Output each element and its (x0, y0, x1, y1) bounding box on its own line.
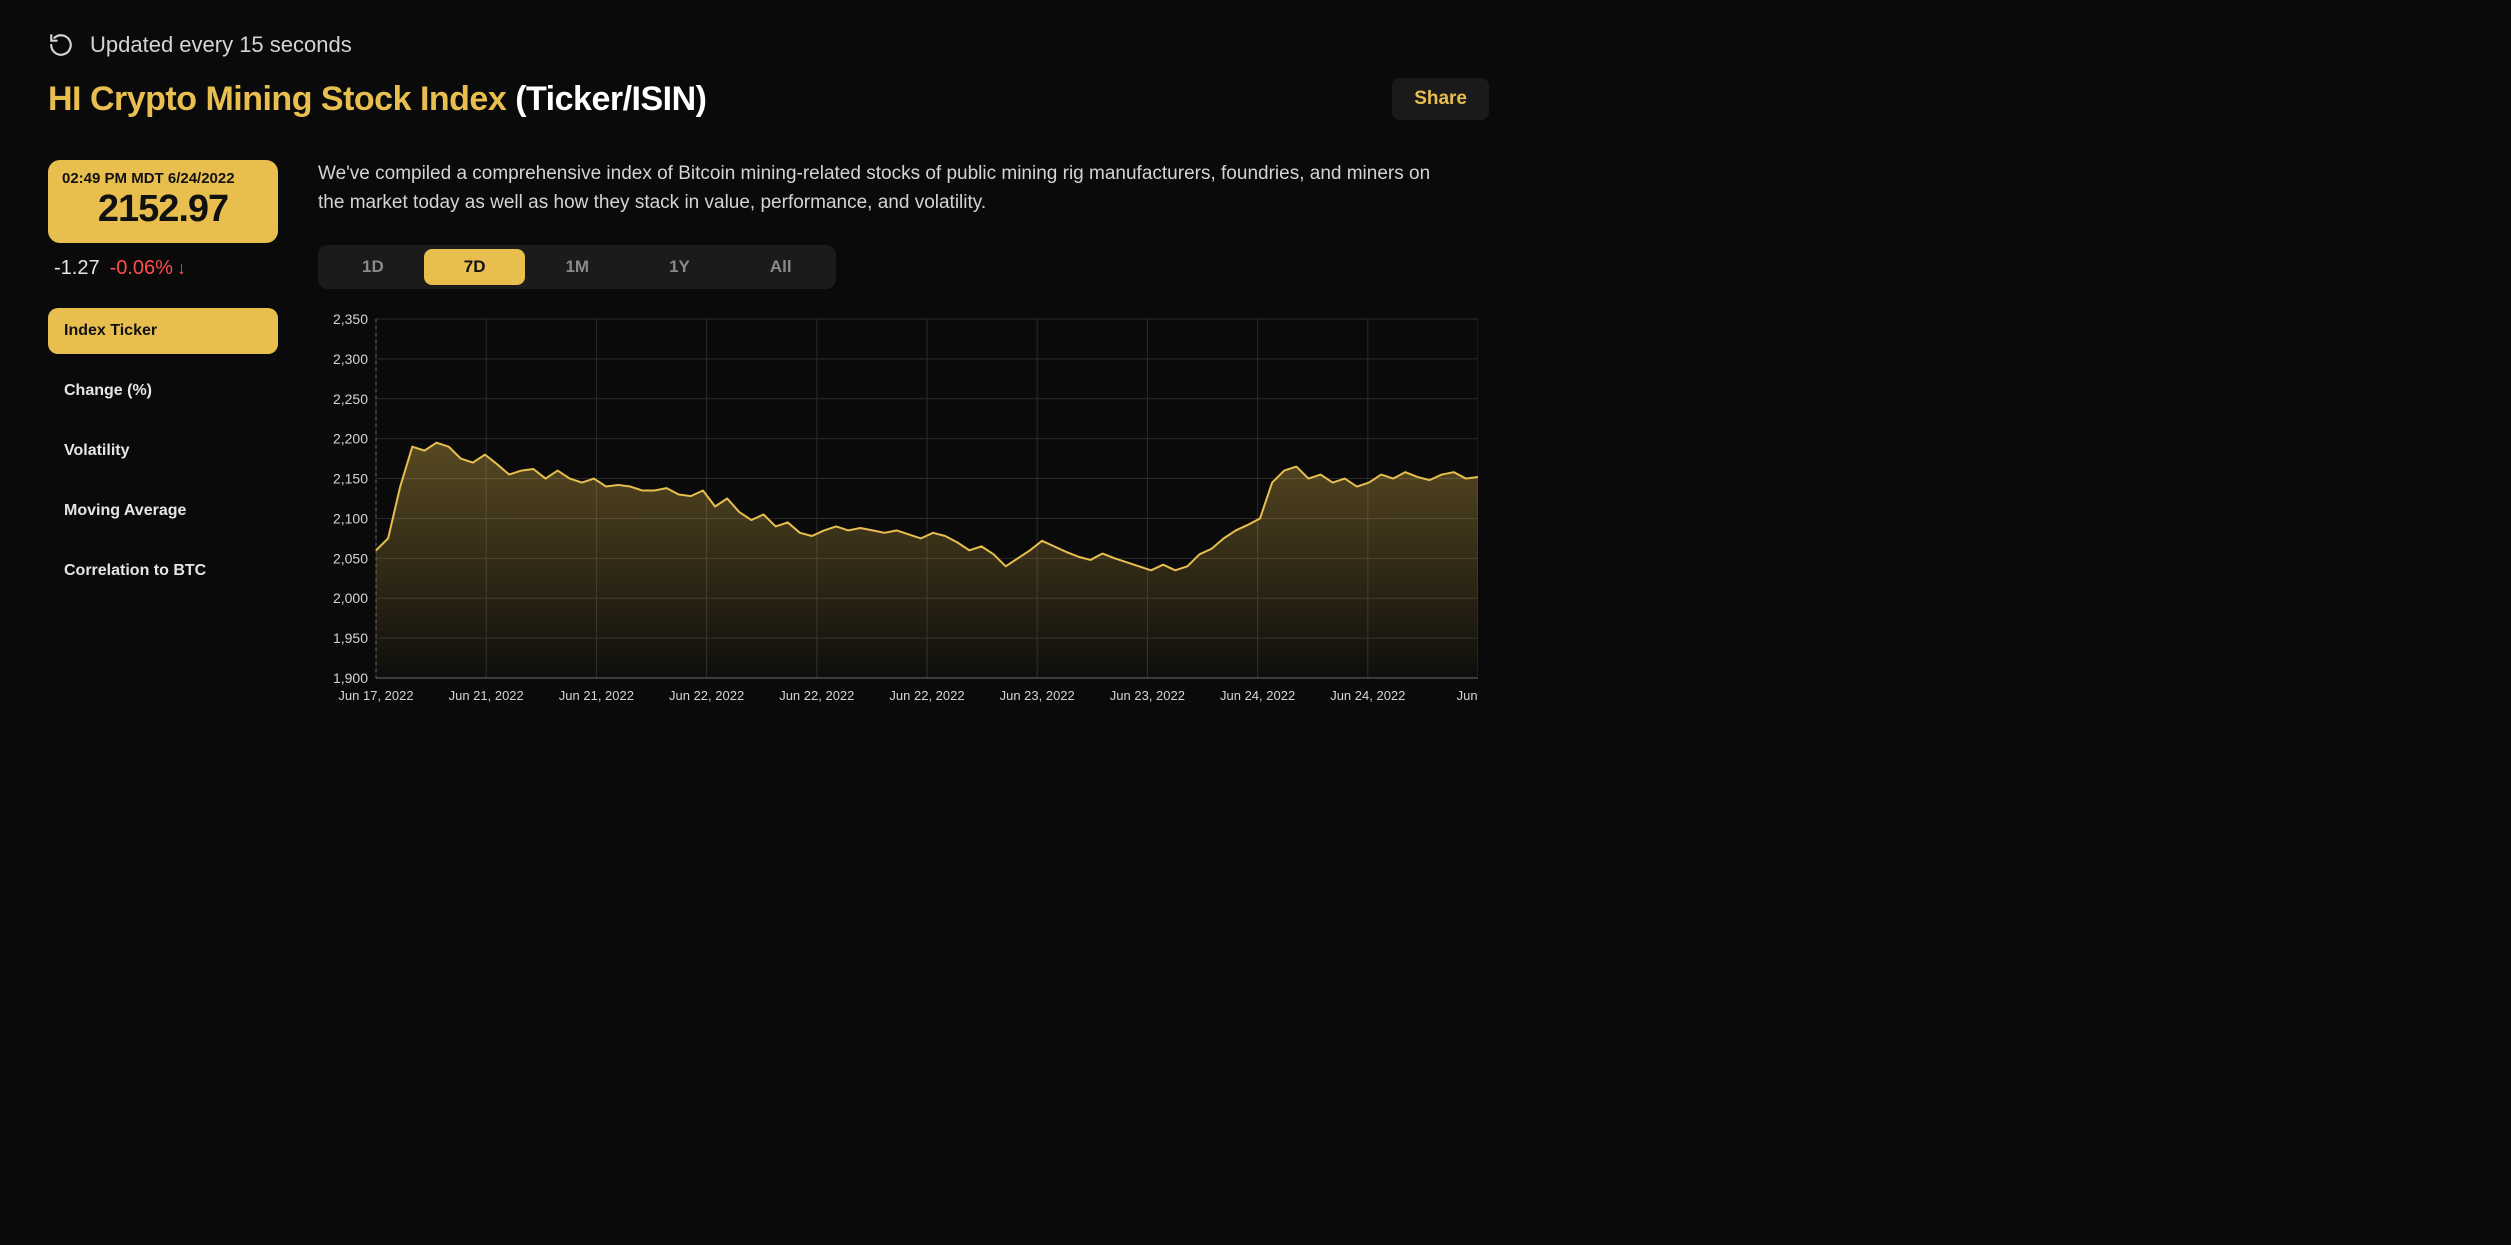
metric-item-index-ticker[interactable]: Index Ticker (48, 308, 278, 354)
change-row: -1.27 -0.06% ↓ (48, 257, 278, 280)
metric-item-correlation-to-btc[interactable]: Correlation to BTC (48, 548, 278, 594)
change-absolute: -1.27 (54, 257, 100, 280)
svg-text:2,100: 2,100 (333, 510, 368, 526)
update-status-row: Updated every 15 seconds (48, 32, 1489, 58)
page-title: HI Crypto Mining Stock Index (Ticker/ISI… (48, 80, 706, 119)
svg-text:Jun 21, 2022: Jun 21, 2022 (559, 688, 634, 703)
svg-text:2,050: 2,050 (333, 550, 368, 566)
svg-text:Jun 22, 2022: Jun 22, 2022 (669, 688, 744, 703)
svg-text:Jun 22, 2022: Jun 22, 2022 (779, 688, 854, 703)
svg-text:1,950: 1,950 (333, 630, 368, 646)
title-primary: HI Crypto Mining Stock Index (48, 80, 506, 118)
svg-text:Jun 24, 2022: Jun 24, 2022 (1220, 688, 1295, 703)
svg-text:Jun 17, 2022: Jun 17, 2022 (338, 688, 413, 703)
svg-text:Jun 24,: Jun 24, (1457, 688, 1478, 703)
svg-text:2,300: 2,300 (333, 351, 368, 367)
time-range-tabs: 1D7D1M1YAll (318, 245, 836, 289)
range-tab-all[interactable]: All (730, 249, 832, 285)
svg-text:2,000: 2,000 (333, 590, 368, 606)
change-percent: -0.06% ↓ (110, 257, 186, 280)
svg-text:Jun 22, 2022: Jun 22, 2022 (889, 688, 964, 703)
content-area: We've compiled a comprehensive index of … (318, 160, 1489, 713)
down-arrow-icon: ↓ (177, 258, 186, 279)
title-row: HI Crypto Mining Stock Index (Ticker/ISI… (48, 78, 1489, 120)
index-value-box: 02:49 PM MDT 6/24/2022 2152.97 (48, 160, 278, 243)
svg-text:Jun 23, 2022: Jun 23, 2022 (1110, 688, 1185, 703)
svg-text:2,250: 2,250 (333, 391, 368, 407)
refresh-icon (48, 32, 74, 58)
metric-item-change-[interactable]: Change (%) (48, 368, 278, 414)
svg-text:1,900: 1,900 (333, 670, 368, 686)
svg-text:2,200: 2,200 (333, 431, 368, 447)
metric-list: Index Ticker Change (%) Volatility Moving A… (48, 308, 278, 608)
svg-text:Jun 23, 2022: Jun 23, 2022 (1000, 688, 1075, 703)
svg-text:Jun 21, 2022: Jun 21, 2022 (449, 688, 524, 703)
update-text: Updated every 15 seconds (90, 32, 352, 58)
metric-item-moving-average[interactable]: Moving Average (48, 488, 278, 534)
svg-text:Jun 24, 2022: Jun 24, 2022 (1330, 688, 1405, 703)
range-tab-7d[interactable]: 7D (424, 249, 526, 285)
index-value: 2152.97 (62, 189, 264, 231)
price-chart: 1,900 1,950 2,000 2,050 2,100 2,150 2,200 2,250… (318, 313, 1478, 713)
chart-container: 1,900 1,950 2,000 2,050 2,100 2,150 2,200 2,250… (318, 313, 1489, 713)
range-tab-1y[interactable]: 1Y (629, 249, 730, 285)
range-tab-1d[interactable]: 1D (322, 249, 424, 285)
range-tab-1m[interactable]: 1M (525, 249, 629, 285)
svg-text:2,150: 2,150 (333, 471, 368, 487)
metric-item-volatility[interactable]: Volatility (48, 428, 278, 474)
sidebar: 02:49 PM MDT 6/24/2022 2152.97 -1.27 -0.… (48, 160, 278, 713)
svg-text:2,350: 2,350 (333, 313, 368, 327)
title-secondary: (Ticker/ISIN) (515, 80, 706, 118)
index-timestamp: 02:49 PM MDT 6/24/2022 (62, 170, 264, 187)
share-button[interactable]: Share (1392, 78, 1489, 120)
index-description: We've compiled a comprehensive index of … (318, 160, 1438, 217)
